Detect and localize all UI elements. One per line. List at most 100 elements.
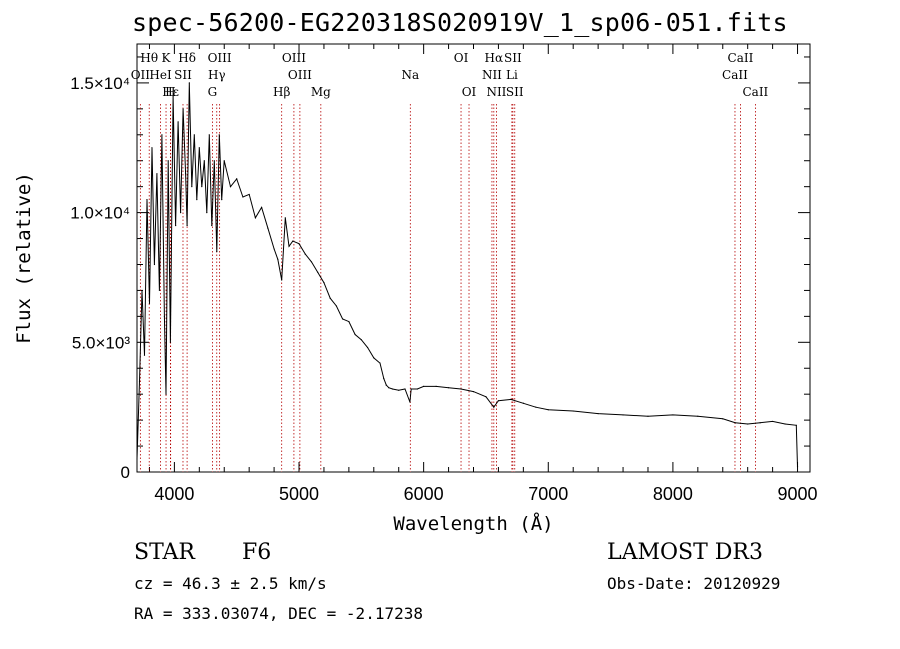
- flux-data-point: [317, 271, 319, 273]
- flux-data-point: [211, 224, 213, 227]
- flux-series-line: [136, 82, 798, 467]
- flux-data-point: [273, 248, 275, 250]
- spectral-line-label: SII: [504, 51, 522, 65]
- flux-data-point: [360, 339, 362, 341]
- x-tick-label: 4000: [154, 484, 194, 504]
- flux-data-point: [161, 134, 163, 136]
- flux-data-point: [409, 401, 411, 403]
- spectral-line-label: G: [208, 85, 218, 99]
- flux-data-point: [722, 418, 724, 420]
- flux-data-point: [198, 147, 200, 149]
- flux-data-point: [292, 240, 294, 242]
- object-class: STAR: [134, 540, 195, 565]
- flux-data-point: [203, 160, 205, 162]
- spectral-line-label: OIII: [288, 68, 312, 82]
- x-axis-label: Wavelength (Å): [393, 512, 553, 535]
- flux-data-point: [622, 414, 624, 416]
- flux-data-point: [248, 193, 250, 196]
- spectral-line-label: Li: [506, 68, 518, 82]
- flux-data-point: [672, 414, 674, 416]
- flux-data-point: [373, 357, 375, 359]
- spectral-line-label: OI: [462, 85, 477, 99]
- flux-data-point: [329, 297, 331, 299]
- flux-data-point: [281, 279, 283, 281]
- x-tick-label: 7000: [528, 484, 568, 504]
- flux-data-point: [460, 388, 462, 390]
- flux-data-point: [410, 388, 412, 390]
- flux-data-point: [201, 186, 203, 188]
- spectral-line-label: NII: [486, 85, 506, 99]
- flux-data-point: [151, 147, 153, 149]
- flux-data-point: [188, 82, 190, 84]
- flux-data-point: [236, 178, 238, 180]
- spectral-line-label: HeI: [149, 68, 172, 82]
- flux-data-point: [261, 206, 263, 209]
- spectral-line-label: CaII: [722, 68, 748, 82]
- spectral-line-label: Hδ: [178, 51, 196, 65]
- y-tick-label: 5.0×10³: [72, 333, 130, 352]
- flux-data-point: [136, 458, 138, 460]
- flux-data-point: [242, 196, 244, 198]
- flux-data-point: [385, 384, 387, 386]
- flux-data-point: [310, 261, 313, 263]
- flux-data-point: [138, 380, 141, 382]
- flux-data-point: [208, 134, 210, 136]
- flux-data-point: [193, 134, 195, 136]
- plot-frame: [136, 43, 811, 473]
- flux-data-point: [180, 212, 182, 214]
- spectral-line-label: OII: [131, 68, 151, 82]
- flux-data-point: [747, 423, 749, 425]
- flux-data-point: [796, 466, 799, 468]
- flux-data-point: [416, 388, 419, 390]
- spectral-line-label: OIII: [208, 51, 232, 65]
- flux-data-point: [216, 250, 218, 253]
- flux-data-point: [218, 134, 220, 136]
- flux-data-point: [597, 413, 599, 415]
- flux-data-point: [435, 385, 437, 387]
- flux-data-point: [795, 424, 797, 426]
- coordinates-readout: RA = 333.03074, DEC = -2.17238: [134, 604, 423, 623]
- flux-data-point: [572, 410, 574, 412]
- flux-data-point: [510, 398, 512, 400]
- flux-data-point: [485, 396, 487, 398]
- flux-data-point: [182, 108, 184, 110]
- flux-data-point: [146, 199, 148, 201]
- flux-data-point: [288, 245, 290, 247]
- flux-data-point: [172, 95, 174, 97]
- flux-data-point: [697, 415, 699, 417]
- spectral-line-label: Hθ: [140, 51, 158, 65]
- flux-data-point: [348, 320, 350, 323]
- flux-data-point: [383, 378, 385, 380]
- object-subclass: F6: [242, 540, 272, 565]
- flux-data-point: [185, 173, 187, 175]
- flux-data-point: [206, 212, 208, 214]
- flux-data-point: [647, 415, 649, 417]
- spectral-line-label: CaII: [742, 85, 768, 99]
- flux-data-point: [191, 186, 193, 188]
- y-tick-label: 1.5×10⁴: [70, 74, 130, 93]
- flux-data-point: [223, 160, 225, 162]
- flux-data-point: [277, 258, 279, 260]
- flux-data-point: [388, 387, 390, 389]
- spectral-line-label: OIII: [282, 51, 306, 65]
- spectral-line-label: H: [165, 85, 175, 99]
- spectral-line-label: Mg: [311, 85, 331, 99]
- x-tick-label: 5000: [279, 484, 319, 504]
- flux-data-point: [447, 387, 450, 389]
- flux-data-point: [165, 393, 167, 395]
- flux-data-point: [759, 422, 761, 424]
- flux-data-point: [366, 346, 369, 349]
- chart-title: spec-56200-EG220318S020919V_1_sp06-051.f…: [132, 8, 788, 37]
- x-tick-label: 6000: [404, 484, 444, 504]
- flux-data-point: [335, 305, 338, 307]
- flux-data-point: [423, 385, 425, 387]
- spectral-line-label: CaII: [728, 51, 754, 65]
- flux-data-point: [298, 243, 300, 245]
- flux-data-point: [213, 160, 215, 162]
- observation-date: Obs-Date: 20120929: [607, 574, 781, 593]
- spectral-line-label: K: [162, 51, 172, 65]
- flux-data-point: [175, 224, 177, 227]
- flux-data-point: [535, 406, 537, 408]
- spectral-line-label: Hβ: [273, 85, 290, 99]
